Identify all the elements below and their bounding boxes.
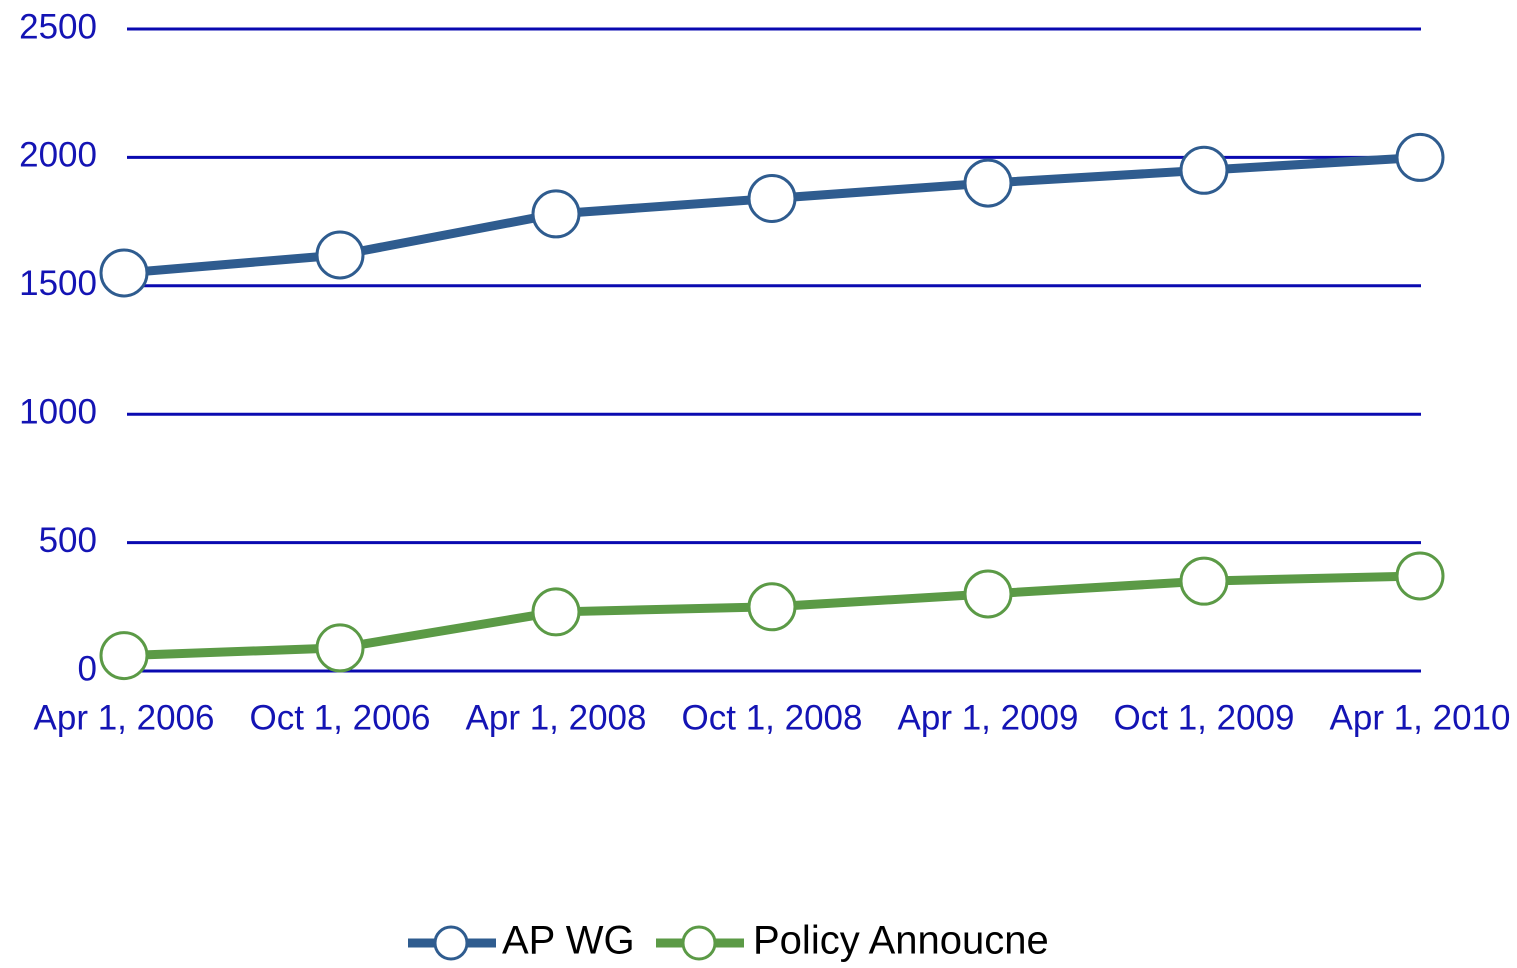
data-point: [99, 631, 149, 681]
data-point: [1395, 551, 1445, 601]
x-tick-label: Oct 1, 2009: [1114, 698, 1295, 737]
data-point: [963, 569, 1013, 619]
legend-label: Policy Annoucne: [753, 919, 1049, 963]
data-point: [1179, 556, 1229, 606]
data-point: [1179, 145, 1229, 195]
y-tick-label: 1000: [19, 392, 97, 431]
x-tick-label: Apr 1, 2010: [1330, 698, 1511, 737]
x-tick-label: Apr 1, 2006: [34, 698, 215, 737]
x-tick-label: Oct 1, 2008: [682, 698, 863, 737]
y-tick-label: 500: [39, 521, 97, 560]
data-point: [747, 582, 797, 632]
x-tick-label: Apr 1, 2009: [898, 698, 1079, 737]
legend-label: AP WG: [502, 919, 635, 963]
y-tick-label: 2000: [19, 136, 97, 175]
y-tick-label: 0: [78, 649, 97, 688]
data-point: [747, 173, 797, 223]
data-point: [963, 158, 1013, 208]
x-tick-label: Oct 1, 2006: [250, 698, 431, 737]
data-point: [315, 230, 365, 280]
data-point: [1395, 132, 1445, 182]
legend-marker: [433, 925, 469, 961]
data-point: [531, 189, 581, 239]
x-tick-label: Apr 1, 2008: [466, 698, 647, 737]
data-point: [531, 587, 581, 637]
data-point: [315, 623, 365, 673]
legend-marker: [681, 925, 717, 961]
y-tick-label: 1500: [19, 264, 97, 303]
y-tick-label: 2500: [19, 7, 97, 46]
data-point: [99, 248, 149, 298]
